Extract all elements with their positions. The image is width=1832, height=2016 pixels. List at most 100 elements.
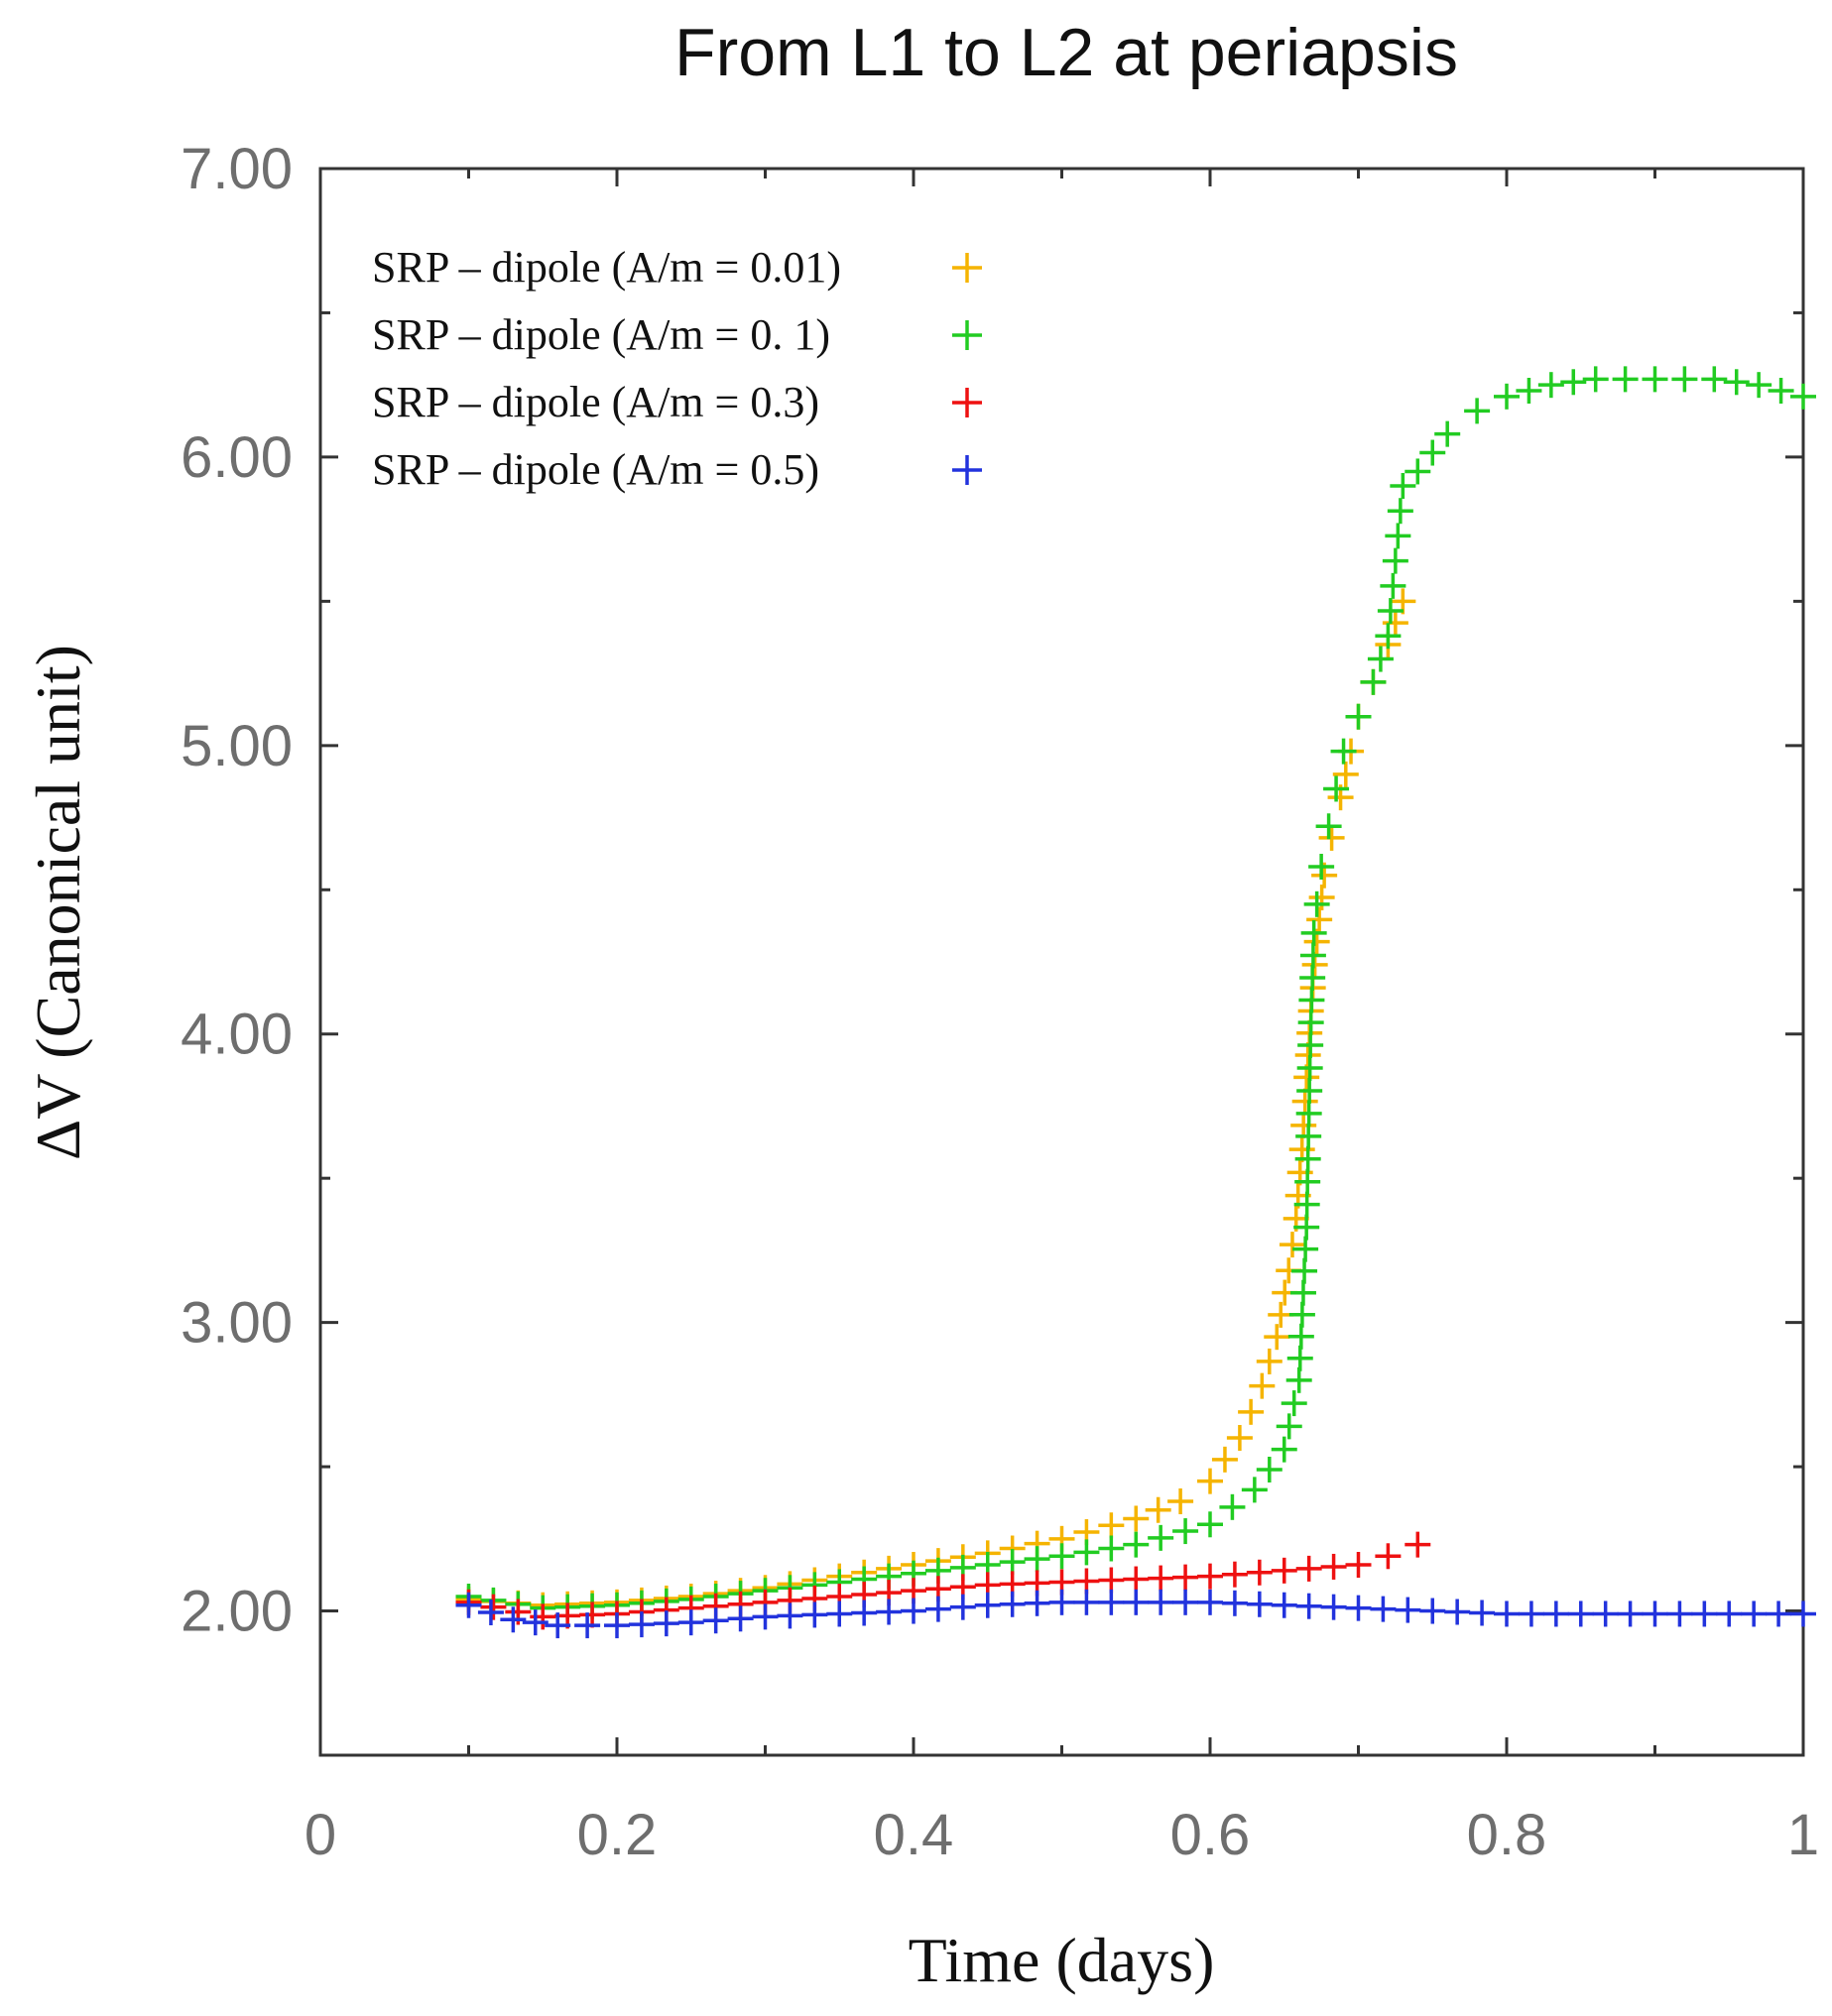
data-point [1271, 1592, 1297, 1618]
interpolated-marker [1073, 1539, 1100, 1566]
interpolated-marker [1332, 761, 1359, 787]
interpolated-marker [1295, 1555, 1322, 1582]
x-tick-label: 0.8 [1467, 1803, 1547, 1867]
interpolated-marker [1221, 1590, 1248, 1616]
data-point [1285, 1366, 1312, 1393]
data-point [1642, 1601, 1668, 1627]
data-point [677, 1609, 704, 1636]
interpolated-marker [522, 1609, 549, 1636]
plot-area: 2.00 3.00 4.00 5.00 6.00 7.00 0 0.2 0.4 0.6 0.8 1 [181, 137, 1819, 1867]
interpolated-marker [1671, 366, 1698, 393]
interpolated-marker [1320, 1594, 1347, 1620]
interpolated-marker [1148, 1589, 1174, 1615]
interpolated-marker [1024, 1590, 1050, 1616]
x-tick-label: 0.2 [577, 1803, 658, 1867]
interpolated-marker [1419, 439, 1446, 466]
y-tick-label: 2.00 [181, 1580, 293, 1644]
interpolated-marker [1219, 1493, 1246, 1520]
interpolated-marker [1172, 1589, 1199, 1615]
interpolated-marker [1288, 1301, 1315, 1328]
data-point [1226, 1425, 1253, 1451]
interpolated-marker [1617, 1601, 1644, 1627]
data-point [1746, 372, 1772, 399]
x-tick-label: 0.6 [1170, 1803, 1251, 1867]
interpolated-marker [727, 1605, 754, 1632]
data-point [1123, 1566, 1150, 1593]
interpolated-marker [1387, 498, 1413, 525]
data-point [1303, 890, 1330, 917]
interpolated-marker [1294, 1145, 1321, 1172]
interpolated-marker [1221, 1561, 1248, 1588]
interpolated-marker [1377, 598, 1404, 625]
interpolated-marker [702, 1607, 729, 1634]
interpolated-marker [1444, 1599, 1471, 1625]
legend-label: SRP – dipole (A/m = 0.5) [372, 445, 819, 494]
data-point [1405, 458, 1431, 485]
y-tick-label: 3.00 [181, 1291, 293, 1356]
interpolated-marker [1256, 1457, 1282, 1482]
interpolated-marker [1299, 965, 1326, 991]
data-point [1318, 824, 1345, 851]
interpolated-marker [1298, 987, 1325, 1013]
data-point [604, 1612, 630, 1639]
y-tick-label: 6.00 [181, 425, 293, 490]
data-point [1300, 919, 1327, 946]
data-point [1642, 366, 1668, 393]
interpolated-marker [1297, 1032, 1324, 1059]
interpolated-marker [1291, 1088, 1318, 1115]
interpolated-marker [1469, 1600, 1496, 1626]
interpolated-marker [1024, 1546, 1050, 1573]
data-point [1315, 813, 1342, 840]
interpolated-marker [1296, 1077, 1323, 1104]
interpolated-marker [477, 1600, 504, 1625]
interpolated-marker [1172, 1564, 1199, 1591]
data-point [901, 1598, 926, 1624]
interpolated-marker [1560, 369, 1587, 396]
interpolated-marker [1148, 1524, 1174, 1551]
interpolated-marker [1766, 1601, 1792, 1627]
data-point [1345, 703, 1372, 730]
legend-label: SRP – dipole (A/m = 0. 1) [372, 310, 830, 359]
legend: SRP – dipole (A/m = 0.01) SRP – dipole (A… [372, 243, 982, 494]
data-point [1567, 1601, 1594, 1627]
interpolated-marker [1279, 1232, 1305, 1258]
legend-marker [952, 253, 982, 283]
interpolated-marker [1320, 1553, 1347, 1580]
interpolated-marker [1098, 1567, 1125, 1594]
interpolated-marker [1516, 378, 1542, 404]
data-point [1271, 1557, 1297, 1584]
data-point [1494, 383, 1520, 410]
interpolated-marker [1296, 1054, 1323, 1081]
data-point [1390, 473, 1416, 499]
interpolated-marker [1518, 1601, 1544, 1627]
interpolated-marker [1073, 1589, 1100, 1615]
data-point [1360, 668, 1387, 695]
data-point [826, 1601, 853, 1627]
data-point [1582, 366, 1609, 393]
interpolated-marker [1741, 1601, 1768, 1627]
interpolated-marker [1306, 906, 1333, 933]
interpolated-marker [1246, 1591, 1273, 1617]
chart-title: From L1 to L2 at periapsis [674, 15, 1458, 90]
data-point [1419, 1598, 1446, 1624]
data-point [1197, 1468, 1223, 1494]
legend-label: SRP – dipole (A/m = 0.3) [372, 378, 819, 426]
interpolated-marker [1291, 1257, 1318, 1284]
interpolated-marker [1768, 378, 1794, 404]
interpolated-marker [1295, 1100, 1322, 1127]
data-point [1716, 1601, 1743, 1627]
y-tick-label: 7.00 [181, 137, 293, 201]
interpolated-marker [1367, 646, 1394, 672]
interpolated-marker [1276, 1413, 1302, 1440]
interpolated-marker [1098, 1512, 1125, 1539]
interpolated-marker [1723, 369, 1750, 396]
interpolated-marker [801, 1601, 828, 1628]
data-point [1790, 383, 1816, 410]
data-point [1197, 1589, 1223, 1615]
interpolated-marker [949, 1594, 976, 1620]
interpolated-marker [924, 1596, 951, 1622]
data-point [1494, 1601, 1520, 1627]
data-point [1297, 1009, 1324, 1036]
interpolated-marker [1380, 572, 1406, 599]
interpolated-marker [1211, 1446, 1238, 1473]
